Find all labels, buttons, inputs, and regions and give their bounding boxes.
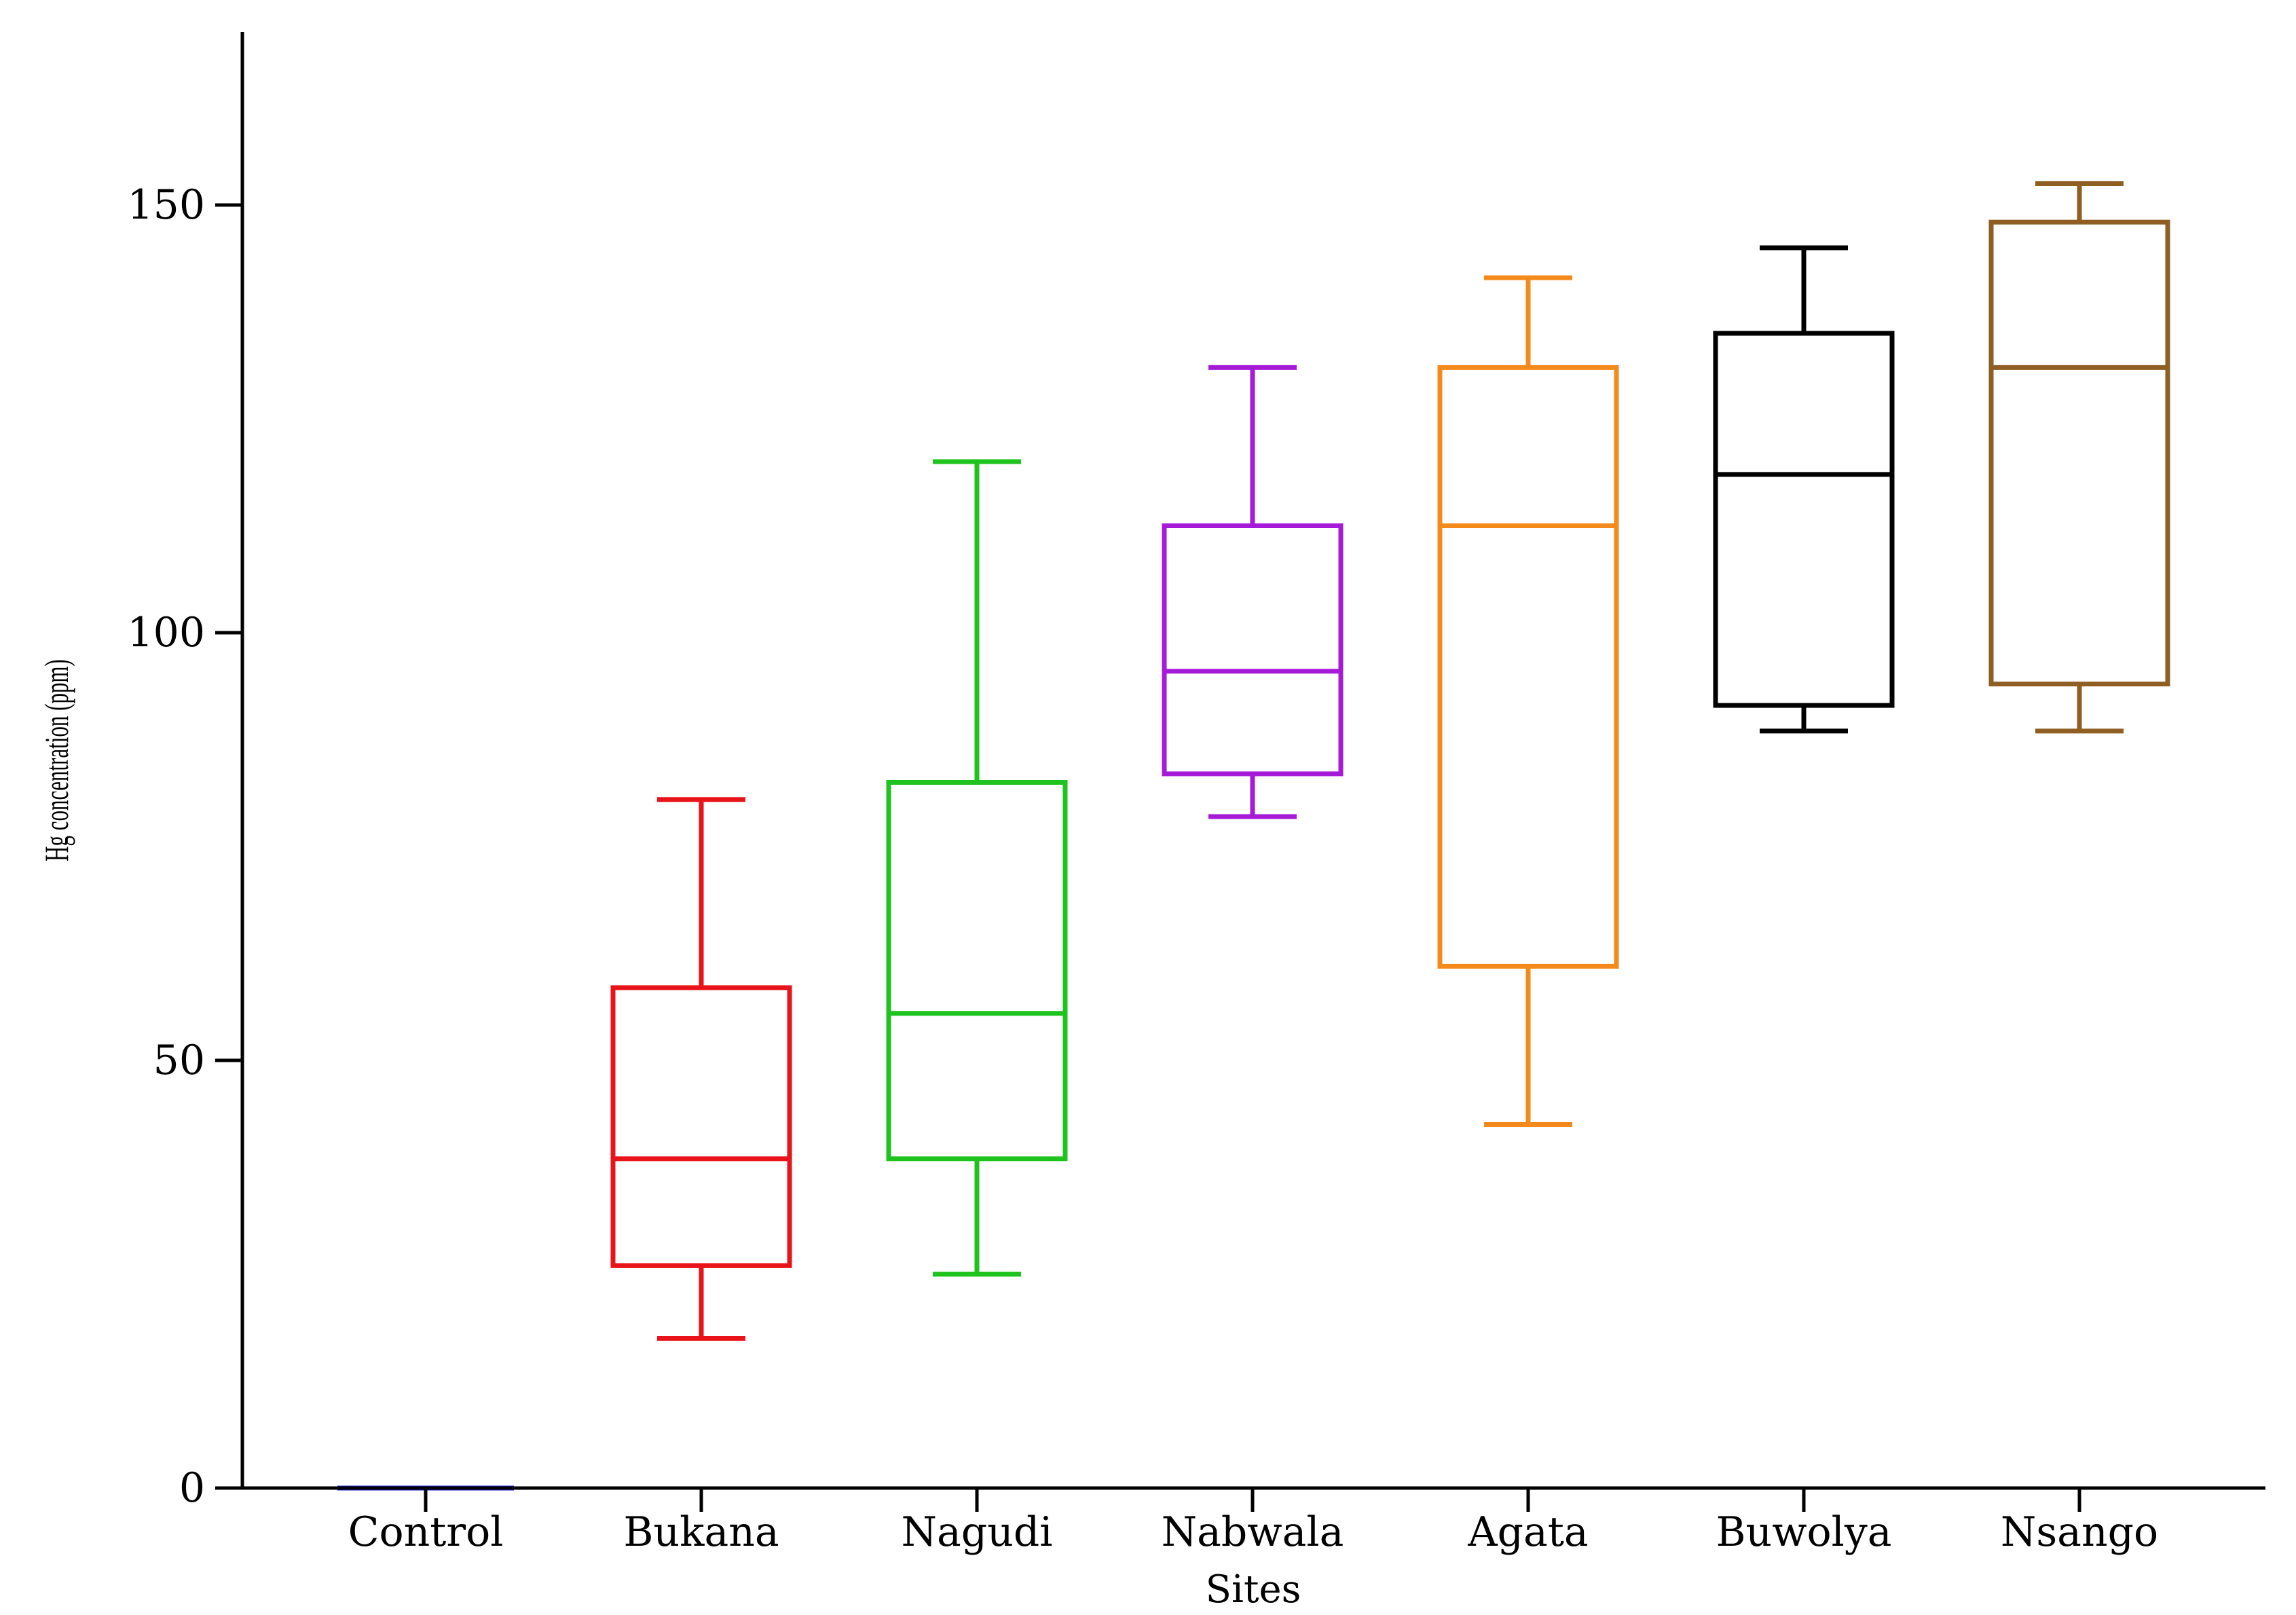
box-iqr	[1988, 219, 2170, 687]
box-bukana	[610, 797, 792, 1341]
box-iqr	[610, 985, 792, 1268]
y-tick-label: 150	[127, 181, 205, 229]
box-nsango	[1988, 181, 2170, 734]
plot-marks	[337, 181, 2170, 1491]
box-nabwala	[1162, 365, 1344, 819]
x-axis-ticks: Control Bukana Nagudi Nabwala Agata Buwolya Ns…	[348, 1488, 2158, 1556]
x-tick-label: Bukana	[623, 1508, 779, 1556]
y-tick-label: 50	[153, 1037, 205, 1084]
box-buwolya	[1713, 245, 1895, 734]
x-tick-label: Nabwala	[1162, 1508, 1344, 1556]
x-tick-label: Agata	[1467, 1508, 1588, 1556]
box-nagudi	[886, 459, 1068, 1277]
box-iqr	[886, 780, 1068, 1162]
y-tick-label: 100	[127, 609, 205, 656]
box-iqr	[1162, 523, 1344, 777]
y-tick-label: 0	[179, 1464, 205, 1512]
box-agata	[1437, 275, 1619, 1127]
y-axis-title: Hg concentration (ppm)	[38, 659, 76, 861]
box-iqr	[1437, 365, 1619, 969]
x-tick-label: Buwolya	[1716, 1508, 1891, 1556]
box-iqr	[1713, 331, 1895, 708]
x-tick-label: Nagudi	[902, 1508, 1053, 1556]
x-tick-label: Nsango	[2001, 1508, 2158, 1556]
x-tick-label: Control	[348, 1508, 504, 1556]
x-axis-title: Sites	[1206, 1567, 1301, 1612]
y-axis-ticks: 0 50 100 150	[127, 181, 242, 1512]
